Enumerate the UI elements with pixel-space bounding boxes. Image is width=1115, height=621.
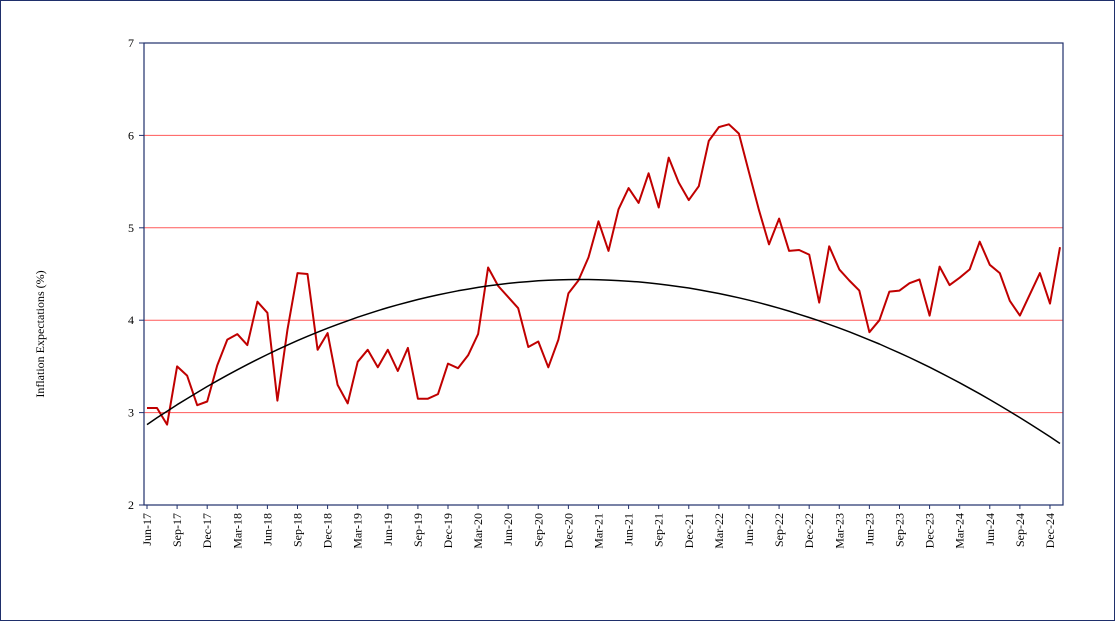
x-tick-label: Dec-18 [321,513,335,548]
x-tick-label: Mar-24 [953,513,967,549]
x-tick-label: Dec-21 [682,513,696,548]
x-tick-label: Mar-23 [832,513,846,549]
x-tick-label: Sep-22 [772,513,786,547]
x-tick-label: Dec-17 [200,513,214,548]
x-tick-label: Sep-18 [290,513,304,547]
plot-area [143,42,1064,506]
x-tick-label: Jun-17 [140,513,154,546]
y-tick-label: 4 [128,313,134,327]
x-tick-label: Jun-18 [260,513,274,546]
x-tick-label: Dec-23 [923,513,937,548]
x-tick-label: Mar-22 [712,513,726,549]
x-tick-label: Sep-20 [531,513,545,547]
y-tick-label: 2 [128,498,134,512]
x-tick-label: Mar-21 [591,513,605,549]
x-tick-label: Jun-20 [501,513,515,546]
gridlines [144,134,1063,414]
x-tick-label: Jun-22 [742,513,756,546]
y-tick-label: 7 [128,36,134,50]
y-tick-label: 5 [128,221,134,235]
x-axis: Jun-17 Sep-17 Dec-17 Mar-18 Jun-18 Sep-18 Dec-… [140,505,1057,549]
x-tick-label: Sep-23 [892,513,906,547]
x-tick-label: Jun-21 [622,513,636,546]
x-tick-label: Sep-24 [1013,513,1027,547]
x-tick-label: Mar-20 [471,513,485,549]
series [146,123,1061,445]
x-tick-label: Dec-24 [1043,513,1057,548]
y-axis-title: Inflation Expectations (%) [33,270,47,397]
x-tick-label: Mar-18 [230,513,244,549]
y-tick-label: 3 [128,406,134,420]
x-tick-label: Dec-19 [441,513,455,548]
x-tick-label: Sep-19 [411,513,425,547]
x-tick-label: Jun-24 [983,513,997,546]
x-tick-label: Jun-19 [381,513,395,546]
y-axis: 2 3 4 5 6 7 [128,36,144,512]
x-tick-label: Sep-21 [652,513,666,547]
trend-line [146,278,1061,445]
y-tick-label: 6 [128,128,134,142]
x-tick-label: Mar-19 [351,513,365,549]
x-tick-label: Jun-23 [862,513,876,546]
x-tick-label: Dec-22 [802,513,816,548]
x-tick-label: Dec-20 [561,513,575,548]
inflation-expectations-line [147,123,1061,426]
x-tick-label: Sep-17 [170,513,184,547]
